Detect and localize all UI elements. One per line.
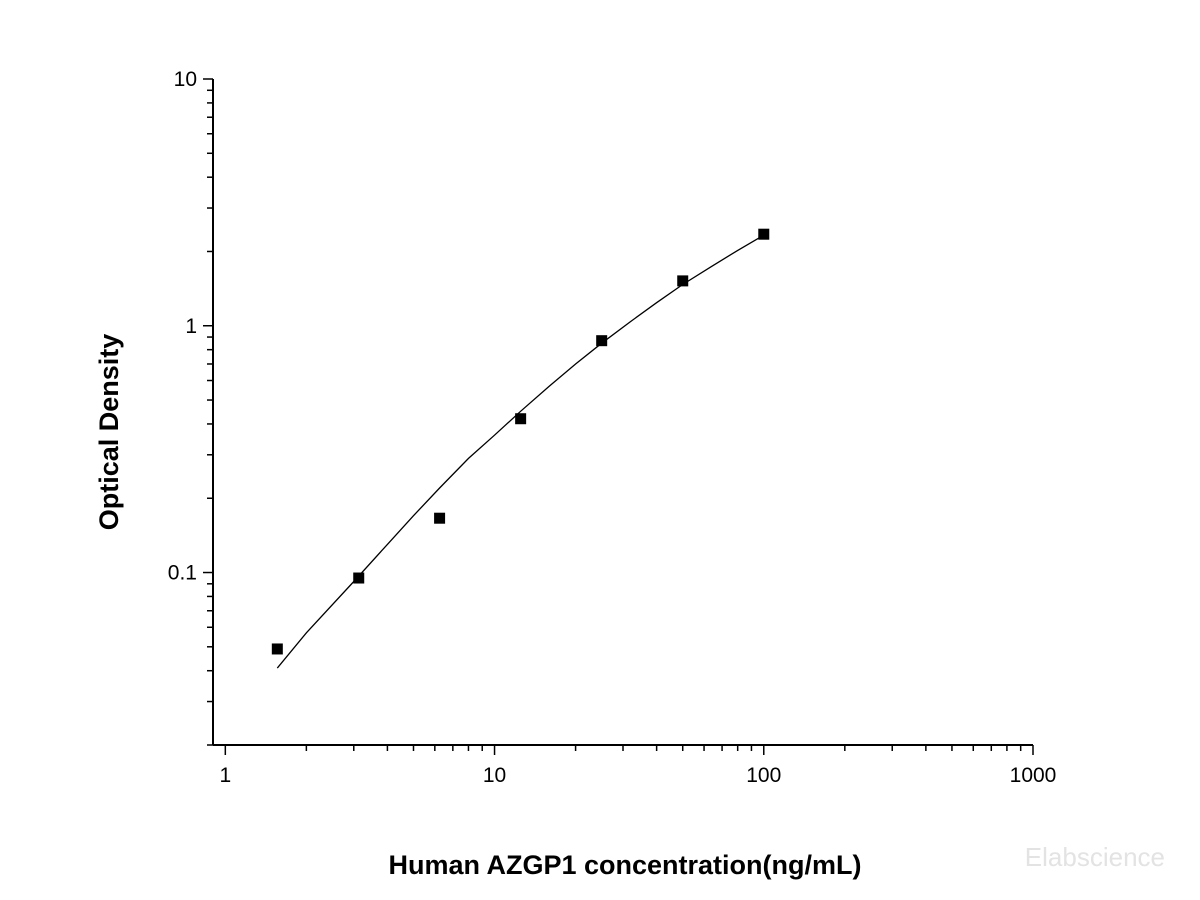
x-tick-label: 1000 — [1010, 764, 1057, 787]
y-axis-title: Optical Density — [94, 334, 124, 531]
axis-ticks — [203, 78, 1034, 755]
data-point — [271, 643, 283, 655]
data-point — [515, 413, 527, 425]
y-tick-label: 1 — [185, 315, 197, 338]
data-point — [353, 572, 365, 584]
x-tick-label: 1 — [219, 764, 231, 787]
data-point — [677, 275, 689, 287]
data-points — [271, 228, 770, 655]
x-tick-label: 100 — [746, 764, 781, 787]
y-tick-label: 10 — [174, 68, 197, 91]
watermark-logo: Elabscience — [1025, 842, 1165, 872]
axis-tick-labels: 1 10 100 1000 0.1 1 10 — [168, 68, 1057, 787]
x-axis-title: Human AZGP1 concentration(ng/mL) — [388, 850, 861, 880]
x-tick-label: 10 — [483, 764, 506, 787]
y-tick-label: 0.1 — [168, 562, 197, 585]
fit-curve-line — [276, 234, 765, 669]
axes — [212, 79, 1033, 746]
data-point — [758, 228, 770, 240]
data-point — [596, 335, 608, 347]
data-point — [434, 512, 446, 524]
